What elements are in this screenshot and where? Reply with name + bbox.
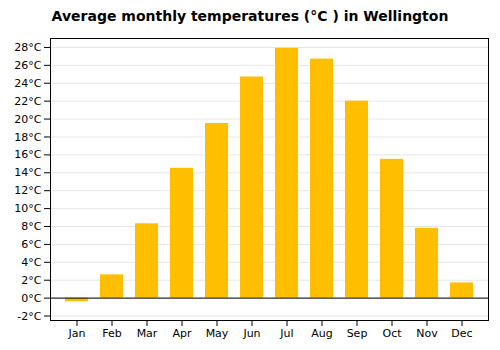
svg-text:Feb: Feb (102, 327, 121, 340)
svg-text:10°C: 10°C (14, 202, 41, 215)
svg-text:8°C: 8°C (21, 220, 41, 233)
svg-text:16°C: 16°C (14, 148, 41, 161)
svg-text:Mar: Mar (137, 327, 158, 340)
svg-text:Apr: Apr (172, 327, 192, 340)
svg-text:May: May (206, 327, 229, 340)
svg-text:28°C: 28°C (14, 41, 41, 54)
svg-text:Aug: Aug (311, 327, 332, 340)
svg-text:Jul: Jul (279, 327, 293, 340)
svg-text:22°C: 22°C (14, 95, 41, 108)
svg-text:14°C: 14°C (14, 166, 41, 179)
svg-text:20°C: 20°C (14, 113, 41, 126)
svg-text:Oct: Oct (382, 327, 402, 340)
svg-text:Nov: Nov (416, 327, 438, 340)
svg-text:0°C: 0°C (21, 292, 41, 305)
svg-text:Dec: Dec (451, 327, 472, 340)
svg-text:-2°C: -2°C (17, 310, 41, 323)
svg-text:Sep: Sep (347, 327, 368, 340)
svg-text:24°C: 24°C (14, 77, 41, 90)
svg-text:Jan: Jan (68, 327, 86, 340)
svg-text:6°C: 6°C (21, 238, 41, 251)
svg-text:12°C: 12°C (14, 184, 41, 197)
svg-text:18°C: 18°C (14, 130, 41, 143)
svg-text:2°C: 2°C (21, 274, 41, 287)
svg-text:4°C: 4°C (21, 256, 41, 269)
html-text:Average monthly temperatures (: Average monthly temperatures (°C ) in We… (51, 8, 449, 24)
svg-text:Jun: Jun (242, 327, 260, 340)
svg-text:26°C: 26°C (14, 59, 41, 72)
